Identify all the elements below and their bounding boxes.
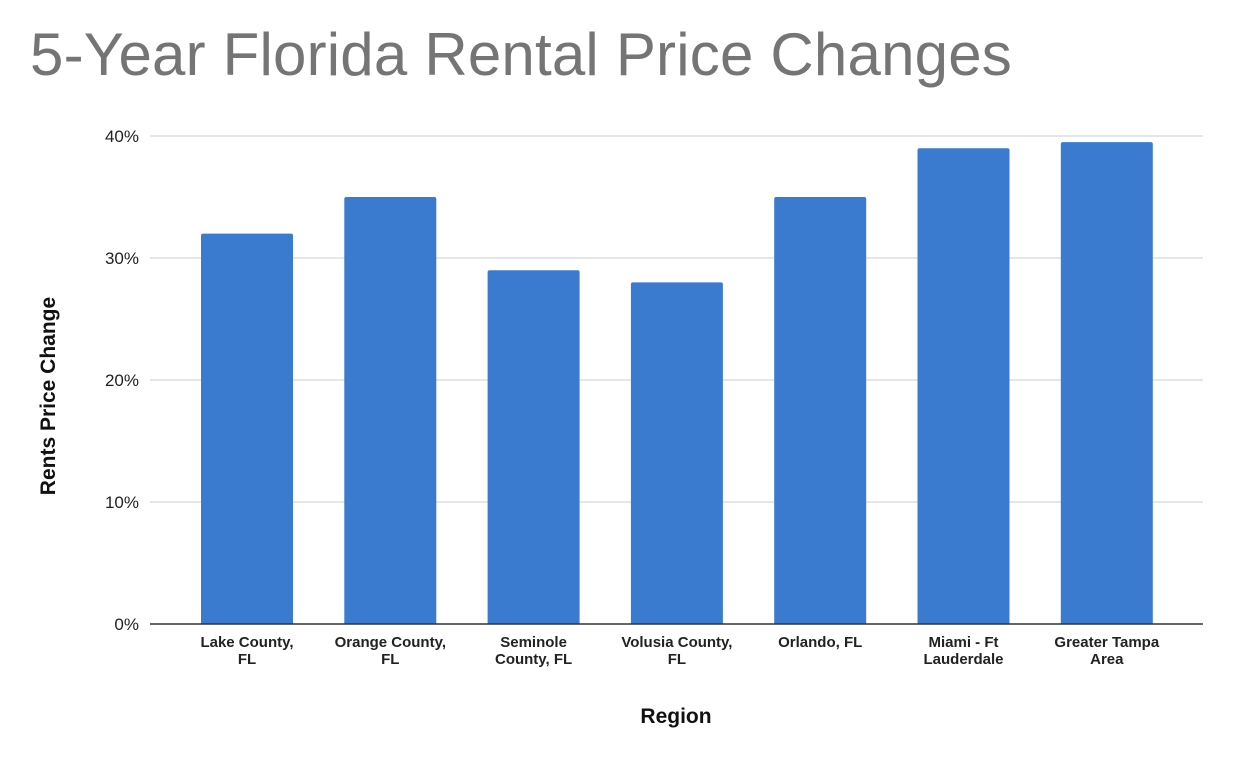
- bar: [774, 197, 867, 624]
- bar: [344, 197, 437, 624]
- x-tick-label: Miami - Ft Lauderdale: [923, 634, 1003, 668]
- x-tick-label: Orlando, FL: [778, 634, 862, 651]
- x-tick-label: Volusia County, FL: [621, 634, 732, 668]
- y-tick-label: 20%: [105, 371, 139, 390]
- x-tick-label: Lake County, FL: [200, 634, 293, 668]
- bars: [201, 142, 1153, 624]
- x-tick-label: Greater Tampa Area: [1054, 634, 1159, 668]
- bar: [917, 148, 1010, 624]
- chart-title: 5-Year Florida Rental Price Changes: [30, 21, 1012, 88]
- x-axis-title: Region: [640, 705, 711, 728]
- y-tick-label: 30%: [105, 249, 139, 268]
- labels: 0% 10% 20% 30% 40% Lake County, FL Orange Count…: [105, 127, 1160, 668]
- x-tick-label: Orange County, FL: [335, 634, 446, 668]
- y-tick-label: 40%: [105, 127, 139, 146]
- bar: [1060, 142, 1153, 624]
- bar: [201, 233, 293, 624]
- y-tick-label: 10%: [105, 493, 139, 512]
- x-tick-label: Seminole County, FL: [495, 634, 572, 668]
- bar: [487, 270, 580, 624]
- y-axis-title: Rents Price Change: [37, 297, 60, 495]
- bar: [630, 282, 723, 624]
- y-tick-label: 0%: [114, 615, 139, 634]
